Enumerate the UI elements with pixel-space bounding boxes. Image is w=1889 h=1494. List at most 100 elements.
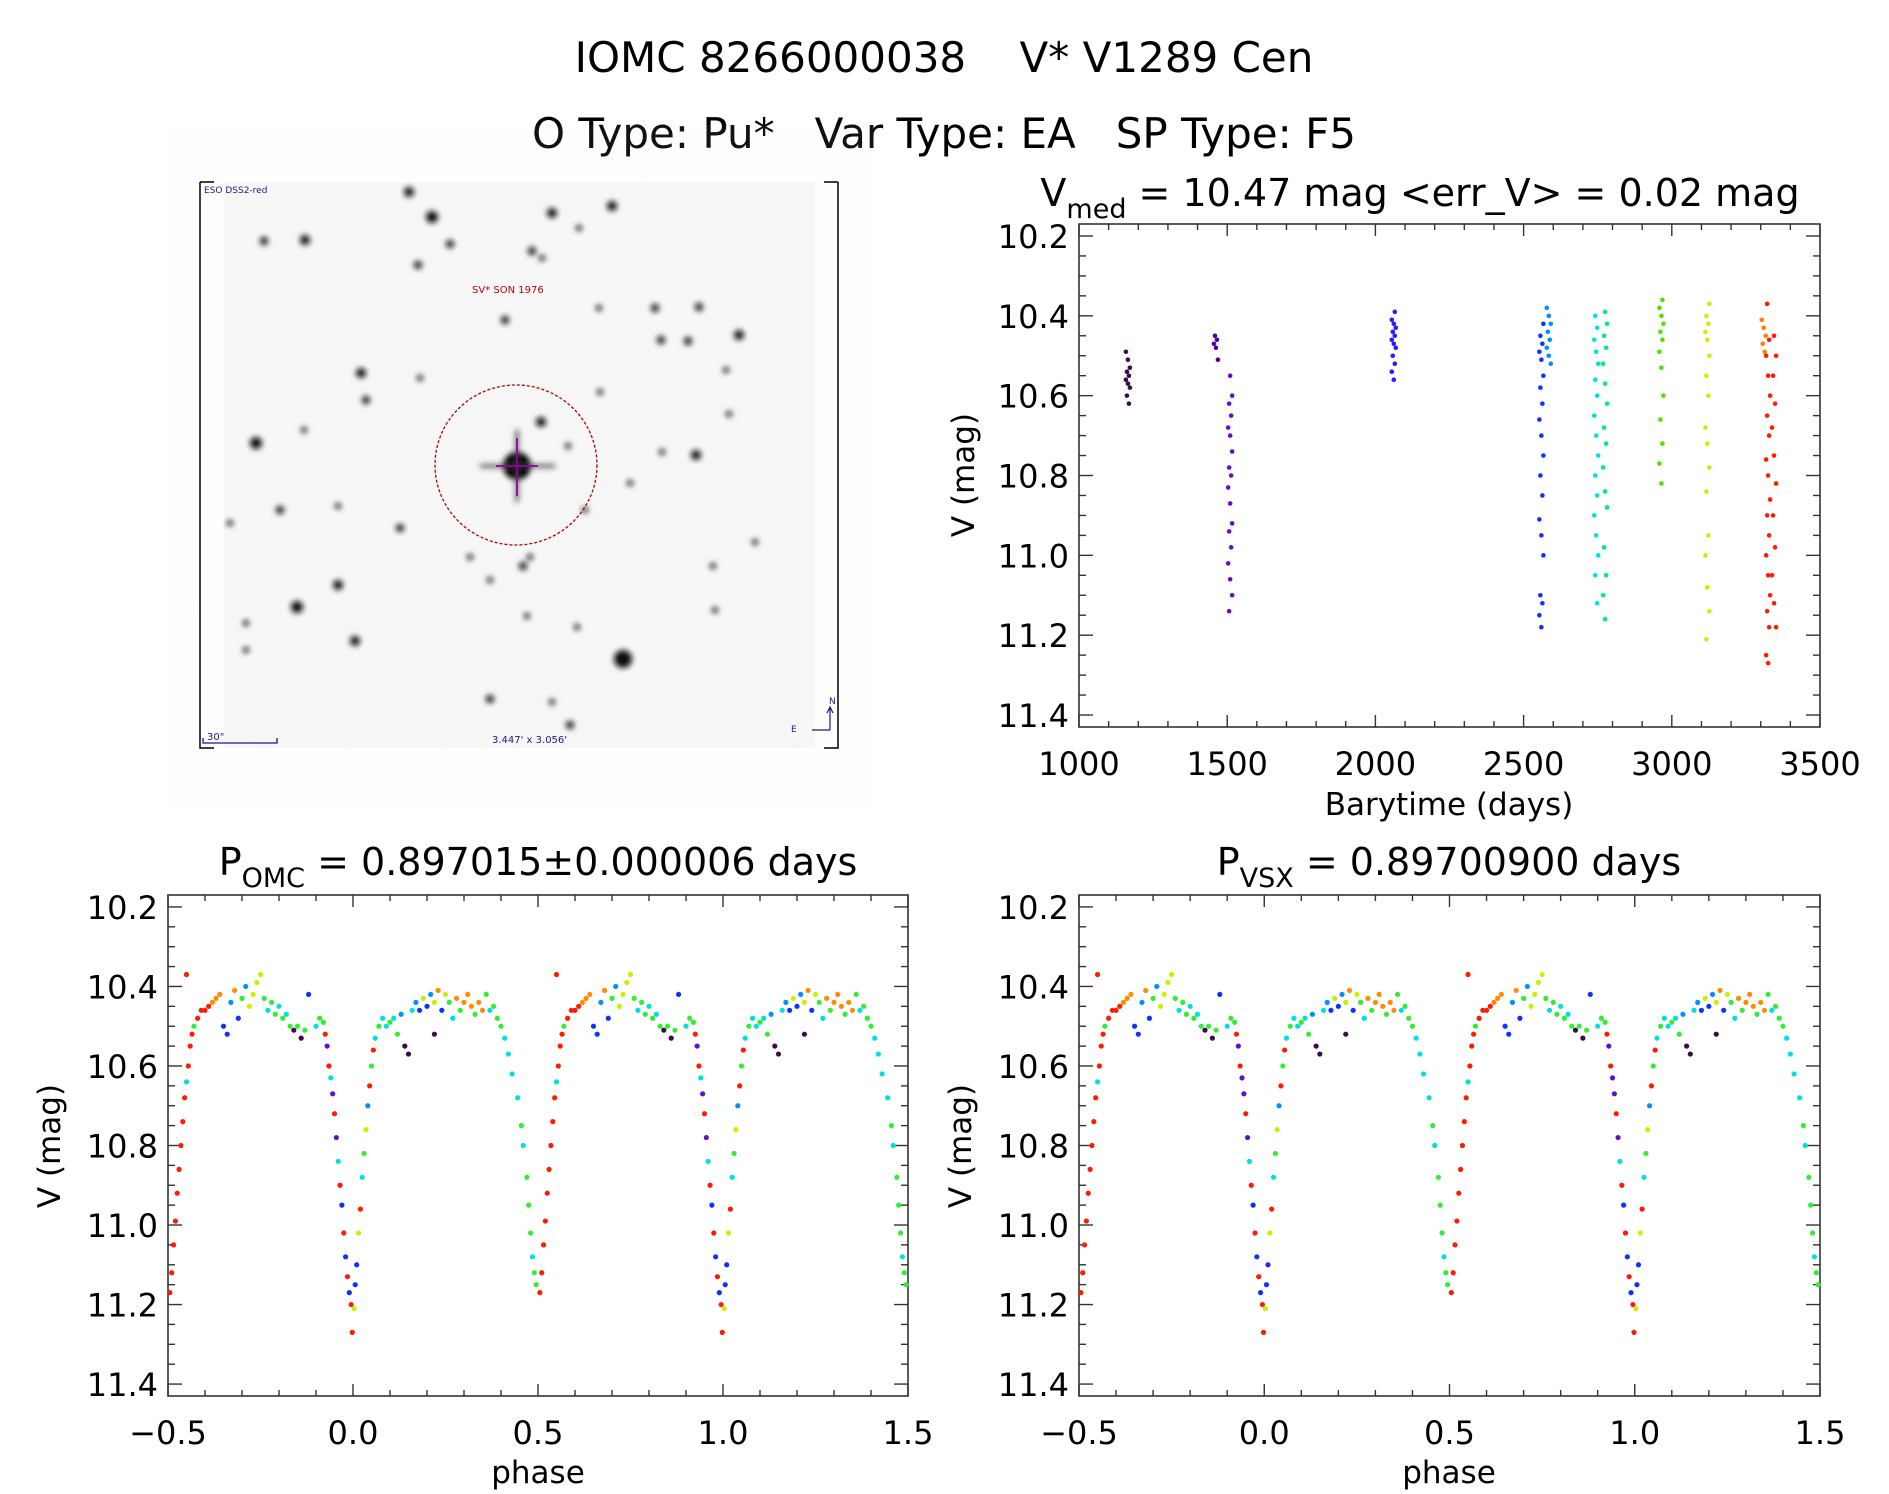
data-point [1437, 1202, 1443, 1208]
data-point [354, 1262, 360, 1268]
data-point [1615, 1134, 1621, 1141]
data-point [1472, 1023, 1479, 1029]
x-tick-label: 3500 [1779, 745, 1860, 783]
x-tick-label: 0.5 [513, 1414, 564, 1452]
data-point [1658, 1023, 1664, 1029]
data-point [1117, 1003, 1123, 1009]
data-point [1758, 999, 1764, 1005]
data-point [1254, 1254, 1260, 1260]
data-point [487, 1007, 493, 1013]
data-point [1228, 413, 1234, 418]
data-point [561, 1023, 567, 1029]
data-point [1521, 995, 1527, 1001]
data-point [1767, 592, 1773, 598]
data-point [553, 971, 560, 978]
x-axis-label: Barytime (days) [1325, 787, 1574, 823]
data-point [1094, 1079, 1101, 1085]
data-point [1389, 369, 1395, 375]
data-point [740, 1047, 746, 1053]
data-point [1707, 608, 1712, 614]
data-point [801, 999, 808, 1005]
data-point [553, 1079, 560, 1085]
data-point [1187, 1003, 1193, 1009]
x-axis-label: phase [1402, 1455, 1496, 1491]
data-point [1176, 1007, 1182, 1013]
data-point [1764, 301, 1770, 307]
data-point [232, 987, 238, 994]
data-point [1595, 1023, 1601, 1029]
finder-image: ESO DSS2-red SV* SON 1976 30" 3.447' x 3… [199, 181, 839, 749]
data-point [701, 1111, 708, 1117]
data-point [1463, 1095, 1469, 1101]
data-point [1593, 349, 1599, 355]
data-point [1739, 1007, 1745, 1013]
data-point [540, 1242, 547, 1248]
star [527, 554, 533, 560]
data-point [1661, 1015, 1667, 1021]
data-point [505, 1051, 511, 1057]
data-point [1458, 1166, 1464, 1172]
scale-bar [202, 738, 278, 744]
data-point [1465, 971, 1471, 978]
data-point [1535, 979, 1542, 986]
x-tick-label: 0.5 [1424, 1414, 1475, 1452]
data-point [1603, 441, 1609, 446]
data-point [1541, 453, 1546, 458]
data-point [1750, 1003, 1756, 1009]
data-point [1773, 481, 1779, 486]
data-point [176, 1166, 182, 1172]
data-point [1611, 1091, 1617, 1097]
data-point [1703, 329, 1708, 335]
data-point [727, 1206, 734, 1212]
data-point [1172, 995, 1178, 1001]
data-point [1406, 1015, 1412, 1021]
data-point [646, 1003, 652, 1009]
data-point [1127, 385, 1133, 390]
data-point [1732, 1015, 1738, 1021]
data-point [313, 1023, 319, 1029]
data-point [1467, 1063, 1473, 1069]
data-point [1287, 1023, 1293, 1029]
data-point [246, 1003, 252, 1009]
data-point [1635, 1262, 1642, 1268]
data-point [450, 1015, 456, 1021]
data-point [1161, 991, 1167, 998]
data-point [761, 1015, 767, 1021]
data-point [1387, 999, 1393, 1005]
data-point [857, 1007, 863, 1013]
data-point [1763, 652, 1769, 658]
data-point [838, 1003, 845, 1009]
data-point [1592, 313, 1598, 319]
title-subscript: VSX [1240, 863, 1294, 894]
data-point [1354, 991, 1360, 998]
data-point [439, 1007, 445, 1013]
data-point [1770, 513, 1776, 518]
data-point [1772, 401, 1778, 406]
data-point [1191, 1015, 1197, 1021]
data-point [1767, 393, 1773, 398]
data-point [1139, 999, 1145, 1005]
data-point [1587, 991, 1593, 998]
data-point [1593, 533, 1599, 538]
data-point [1248, 1182, 1254, 1188]
data-point [798, 991, 804, 998]
star [486, 695, 494, 703]
data-point [548, 1142, 554, 1149]
data-point [1761, 325, 1766, 331]
data-point [372, 1035, 378, 1041]
data-point [220, 1023, 227, 1029]
data-point [1491, 999, 1497, 1005]
data-point [1541, 553, 1546, 558]
data-point [398, 1011, 404, 1017]
data-point [555, 1063, 561, 1069]
data-point [1592, 377, 1598, 382]
data-point [672, 1027, 678, 1033]
star [695, 303, 703, 311]
data-point [1343, 1031, 1349, 1037]
data-point [1228, 473, 1234, 478]
data-point [531, 1270, 537, 1276]
x-tick-label: 0.0 [1239, 1414, 1290, 1452]
data-point [539, 1270, 545, 1276]
figure-subtitle: O Type: Pu* Var Type: EA SP Type: F5 [532, 109, 1356, 158]
